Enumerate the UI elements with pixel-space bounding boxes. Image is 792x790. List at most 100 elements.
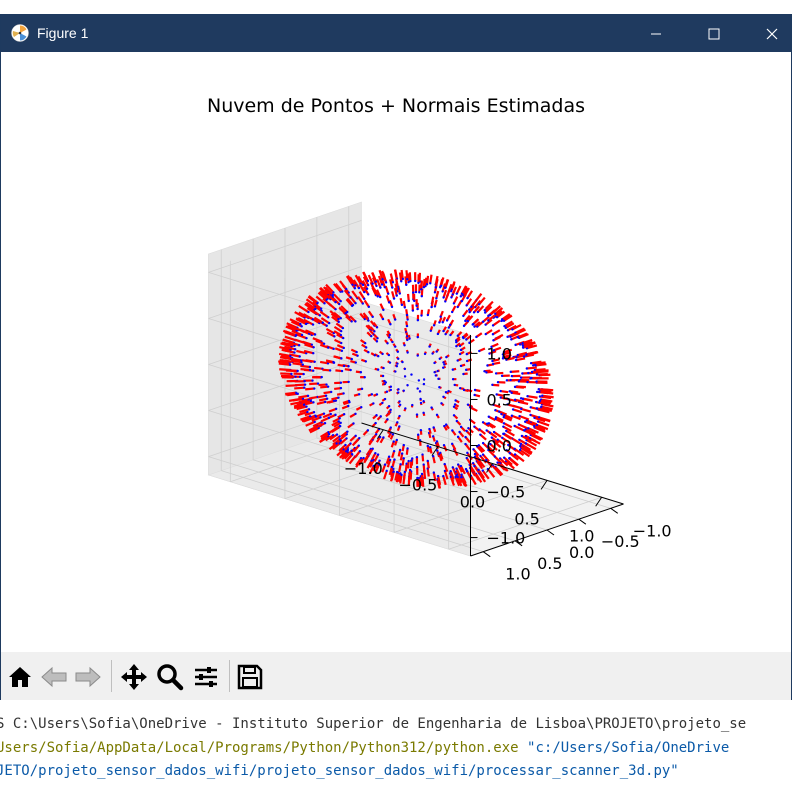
point-marker xyxy=(339,386,343,390)
point-marker xyxy=(323,421,327,425)
normal-segment xyxy=(322,291,332,301)
matplotlib-logo-icon xyxy=(11,24,29,42)
y-tick-label: 0.5 xyxy=(537,554,562,573)
normal-segment xyxy=(338,444,347,452)
point-marker xyxy=(447,326,450,329)
normal-segment xyxy=(290,357,302,362)
normal-segment xyxy=(332,442,341,450)
figure-canvas[interactable]: Nuvem de Pontos + Normais Estimadas −1.0… xyxy=(1,52,791,652)
normal-segment xyxy=(284,345,296,351)
close-button[interactable] xyxy=(743,15,792,52)
point-marker xyxy=(518,448,522,452)
point-marker xyxy=(344,312,347,315)
point-marker xyxy=(419,428,423,432)
point-marker xyxy=(444,423,448,426)
point-marker xyxy=(383,379,386,383)
point-marker xyxy=(314,307,317,311)
point-marker xyxy=(458,386,462,390)
normal-segment xyxy=(327,302,337,311)
point-marker xyxy=(455,344,458,348)
point-marker xyxy=(398,400,401,403)
normal-segment xyxy=(506,356,515,361)
normal-segment xyxy=(339,433,348,440)
title-bar[interactable]: Figure 1 xyxy=(1,15,791,52)
point-marker xyxy=(367,293,370,296)
grid-line xyxy=(208,266,362,319)
normal-segment xyxy=(362,286,370,295)
normal-segment xyxy=(523,429,535,437)
normal-segment xyxy=(308,395,318,400)
normal-segment xyxy=(422,278,426,288)
point-marker xyxy=(488,313,492,317)
close-icon xyxy=(766,28,778,39)
point-marker xyxy=(417,281,420,285)
point-marker xyxy=(419,397,422,401)
point-marker xyxy=(456,334,459,338)
point-marker xyxy=(397,391,400,394)
normal-segment xyxy=(376,289,382,298)
minimize-button[interactable] xyxy=(627,15,685,52)
point-marker xyxy=(510,414,514,417)
normal-segment xyxy=(366,460,373,469)
point-marker xyxy=(397,357,400,360)
zoom-button[interactable] xyxy=(155,662,185,692)
maximize-button[interactable] xyxy=(685,15,743,52)
normal-segment xyxy=(491,342,499,348)
point-marker xyxy=(334,300,337,304)
point-marker xyxy=(466,403,470,406)
normal-segment xyxy=(520,443,531,451)
normal-segment xyxy=(280,342,292,348)
normal-segment xyxy=(305,387,315,391)
point-marker xyxy=(419,401,423,405)
3d-scatter-plot[interactable]: −1.0−1.0−1.0−0.5−0.5−0.50.00.00.00.50.50… xyxy=(1,52,791,652)
point-marker xyxy=(348,400,351,404)
point-marker xyxy=(502,425,505,428)
normal-segment xyxy=(351,290,359,299)
point-marker xyxy=(374,421,377,425)
pan-button[interactable] xyxy=(119,662,149,692)
point-marker xyxy=(303,383,307,386)
point-marker xyxy=(526,395,529,398)
normal-segment xyxy=(478,428,486,435)
y-tick-mark xyxy=(514,540,523,547)
save-button[interactable] xyxy=(235,662,265,692)
point-marker xyxy=(525,367,529,370)
normal-segment xyxy=(367,274,374,285)
point-marker xyxy=(420,288,423,291)
normal-segment xyxy=(474,300,482,308)
normal-segment xyxy=(482,315,490,323)
normal-segment xyxy=(345,275,354,286)
point-marker xyxy=(492,349,496,352)
point-marker xyxy=(387,292,390,295)
point-marker xyxy=(439,284,443,288)
point-marker xyxy=(513,385,517,389)
normal-segment xyxy=(363,453,370,462)
point-marker xyxy=(410,459,413,462)
point-marker xyxy=(302,372,305,376)
point-marker xyxy=(541,394,544,397)
forward-button[interactable] xyxy=(73,662,103,692)
configure-subplots-button[interactable] xyxy=(191,662,221,692)
point-marker xyxy=(338,424,342,428)
point-marker xyxy=(435,297,438,300)
point-marker xyxy=(420,472,424,476)
normal-segment xyxy=(442,289,448,298)
normal-segment xyxy=(332,438,341,446)
point-marker xyxy=(530,376,533,380)
point-marker xyxy=(373,354,377,357)
point-marker xyxy=(331,293,335,297)
normal-segment xyxy=(525,442,537,451)
point-marker xyxy=(535,380,538,383)
normal-segment xyxy=(289,353,300,358)
back-button[interactable] xyxy=(39,662,69,692)
point-marker xyxy=(370,393,374,396)
point-marker xyxy=(443,286,447,289)
normal-segment xyxy=(299,328,310,335)
point-marker xyxy=(531,364,535,367)
point-marker xyxy=(347,365,350,368)
normal-segment xyxy=(358,283,366,293)
point-marker xyxy=(476,310,480,314)
home-button[interactable] xyxy=(5,662,35,692)
point-marker xyxy=(524,442,528,445)
point-marker xyxy=(442,329,445,333)
